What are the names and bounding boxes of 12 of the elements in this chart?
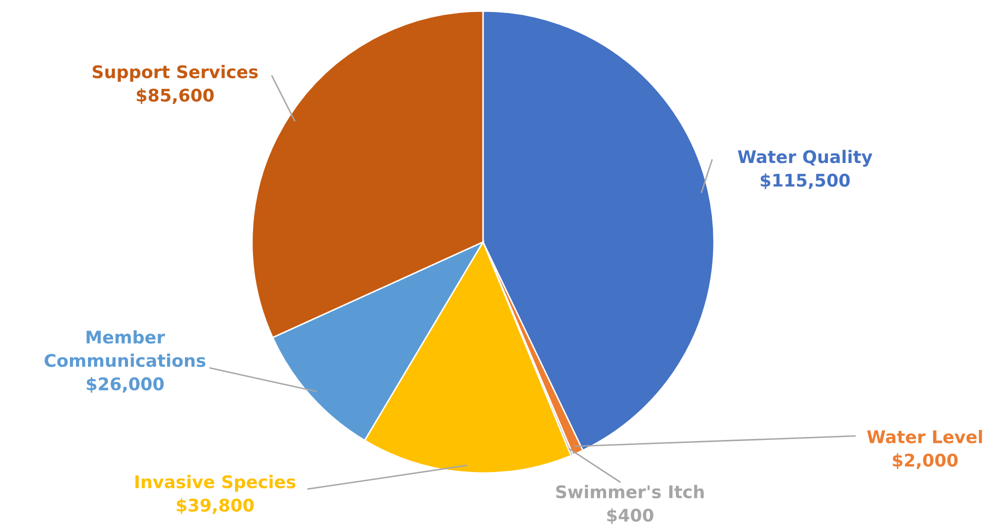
- data-label: $2,000: [892, 453, 958, 470]
- slice-label: Swimmer's Itch: [556, 484, 704, 498]
- data-label: $400: [607, 508, 654, 524]
- data-label: $115,500: [760, 173, 850, 190]
- data-label: $39,800: [176, 498, 254, 514]
- slice-label: Water Quality: [738, 150, 872, 167]
- slice-label: Invasive Species: [135, 474, 296, 492]
- slice-label: Water Level: [867, 430, 982, 444]
- data-label: $26,000: [86, 376, 164, 393]
- data-label: $85,600: [136, 88, 214, 104]
- slice-label: Support Services: [92, 64, 258, 82]
- slice-label: Member Communications: [44, 330, 206, 368]
